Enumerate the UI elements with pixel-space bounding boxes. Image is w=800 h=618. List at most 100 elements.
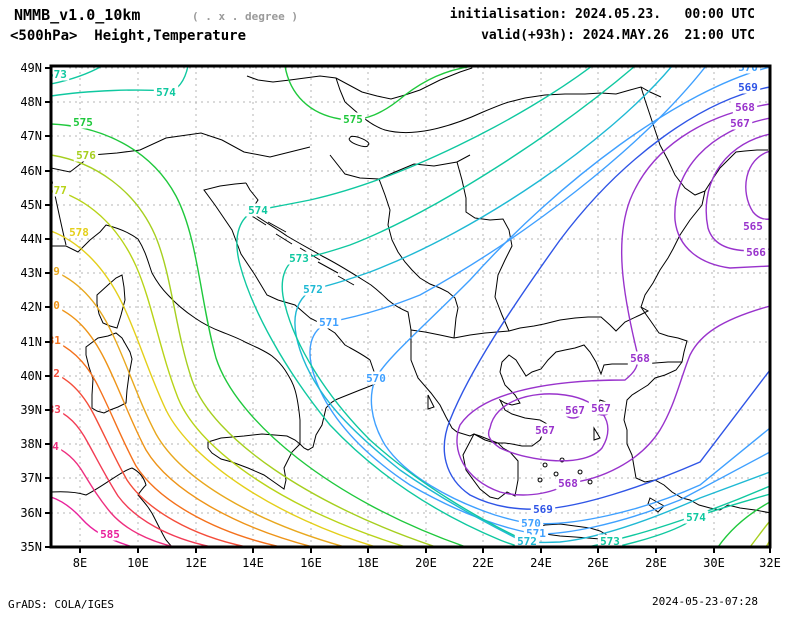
coastline [329, 154, 471, 180]
contour-label: 584 [39, 440, 59, 453]
contour-label: 585 [100, 528, 120, 541]
contour-label: 566 [746, 246, 766, 259]
height-contour-579 [51, 269, 346, 547]
contours-layer [51, 66, 770, 547]
axis-ticks [45, 67, 771, 553]
contour-label: 583 [41, 403, 61, 416]
coastline [456, 161, 513, 332]
coastline [378, 178, 459, 339]
coastline [473, 149, 768, 447]
lon-label: 24E [530, 556, 552, 570]
height-contour-576 [749, 520, 770, 547]
contour-label-bg [51, 183, 70, 197]
height-contour-583 [51, 407, 213, 547]
contour-label-bg [743, 245, 769, 259]
contour-label-bg [51, 264, 63, 278]
lat-label: 41N [20, 335, 42, 349]
height-contour-577 [51, 188, 407, 547]
contour-label-bg [51, 402, 64, 416]
lat-label: 40N [20, 369, 42, 383]
height-contour-578 [51, 230, 377, 547]
contour-label: 569 [738, 81, 758, 94]
height-contour-582 [51, 371, 248, 547]
contour-label: 574 [248, 204, 268, 217]
contour-label-bg [732, 100, 758, 114]
lon-label: 18E [357, 556, 379, 570]
contour-label: 575 [73, 116, 93, 129]
height-contour-575 [717, 501, 770, 547]
height-contour-568 [456, 103, 770, 496]
lat-label: 44N [20, 232, 42, 246]
contour-label-bg [153, 85, 179, 99]
height-contour-570 [370, 66, 770, 525]
model-title: NMMB_v1.0_10km [14, 6, 141, 24]
contour-label: 577 [776, 534, 796, 547]
contour-label: 568 [735, 101, 755, 114]
contour-label: 581 [41, 334, 61, 347]
contour-label-bg [740, 219, 766, 233]
height-contour-565 [745, 150, 770, 220]
height-contour-575 [284, 66, 474, 121]
contour-label: 570 [366, 372, 386, 385]
contour-label: 573 [600, 535, 620, 548]
contour-label: 573 [47, 68, 67, 81]
height-contour-566 [705, 133, 770, 252]
coastline [344, 101, 510, 134]
contour-label-bg [66, 225, 92, 239]
lon-label: 20E [415, 556, 437, 570]
coastline [462, 433, 519, 500]
lat-label: 42N [20, 300, 42, 314]
contour-label-bg [562, 403, 588, 417]
contour-label-bg [363, 371, 389, 385]
contour-label: 568 [558, 477, 578, 490]
contour-label: 575 [776, 498, 796, 511]
coastline [96, 274, 126, 329]
height-contour-575 [51, 123, 467, 547]
contour-label: 571 [319, 316, 339, 329]
height-contour-581 [51, 339, 282, 547]
valid-time: valid(+93h): 2024.MAY.26 21:00 UTC [481, 28, 755, 43]
contour-label-bg [51, 333, 64, 347]
contour-label-bg [51, 366, 63, 380]
contour-label: 567 [730, 117, 750, 130]
level-and-fields-title: <500hPa> Height,Temperature [10, 28, 247, 44]
contour-label-bg [316, 315, 342, 329]
contour-label-bg [774, 534, 798, 547]
contour-label: 578 [69, 226, 89, 239]
height-contour-584 [51, 444, 176, 547]
contour-label-bg [683, 510, 709, 524]
grid-lines [51, 66, 771, 548]
contour-label-bg [735, 80, 761, 94]
contour-label-bg [245, 203, 271, 217]
coastline [593, 426, 601, 441]
grads-credit: GrADS: COLA/IGES [8, 598, 114, 611]
height-contour-576 [51, 154, 437, 547]
height-contour-574 [236, 66, 770, 547]
contour-label-bg [530, 502, 556, 516]
initialisation-time: initialisation: 2024.05.23. 00:00 UTC [449, 7, 755, 22]
coastline [246, 67, 473, 100]
lat-label: 35N [20, 540, 42, 554]
lon-label: 12E [185, 556, 207, 570]
lon-label: 14E [242, 556, 264, 570]
lat-label: 45N [20, 198, 42, 212]
coastline [508, 86, 662, 103]
contour-label: 573 [289, 252, 309, 265]
lon-label: 26E [587, 556, 609, 570]
contour-label-bg [555, 476, 581, 490]
height-contour-573 [51, 66, 103, 85]
contour-label-bg [340, 112, 366, 126]
lat-label: 46N [20, 164, 42, 178]
lon-label: 8E [73, 556, 87, 570]
contour-label-bg [51, 298, 63, 312]
contour-label-bg [286, 251, 312, 265]
coastline [85, 332, 133, 414]
height-contour-567 [674, 117, 770, 269]
contour-label: 565 [743, 220, 763, 233]
contour-label-bg [518, 516, 544, 530]
contour-label-bg [514, 534, 540, 547]
coastline [51, 467, 173, 547]
lat-label: 49N [20, 61, 42, 75]
lat-label: 36N [20, 506, 42, 520]
